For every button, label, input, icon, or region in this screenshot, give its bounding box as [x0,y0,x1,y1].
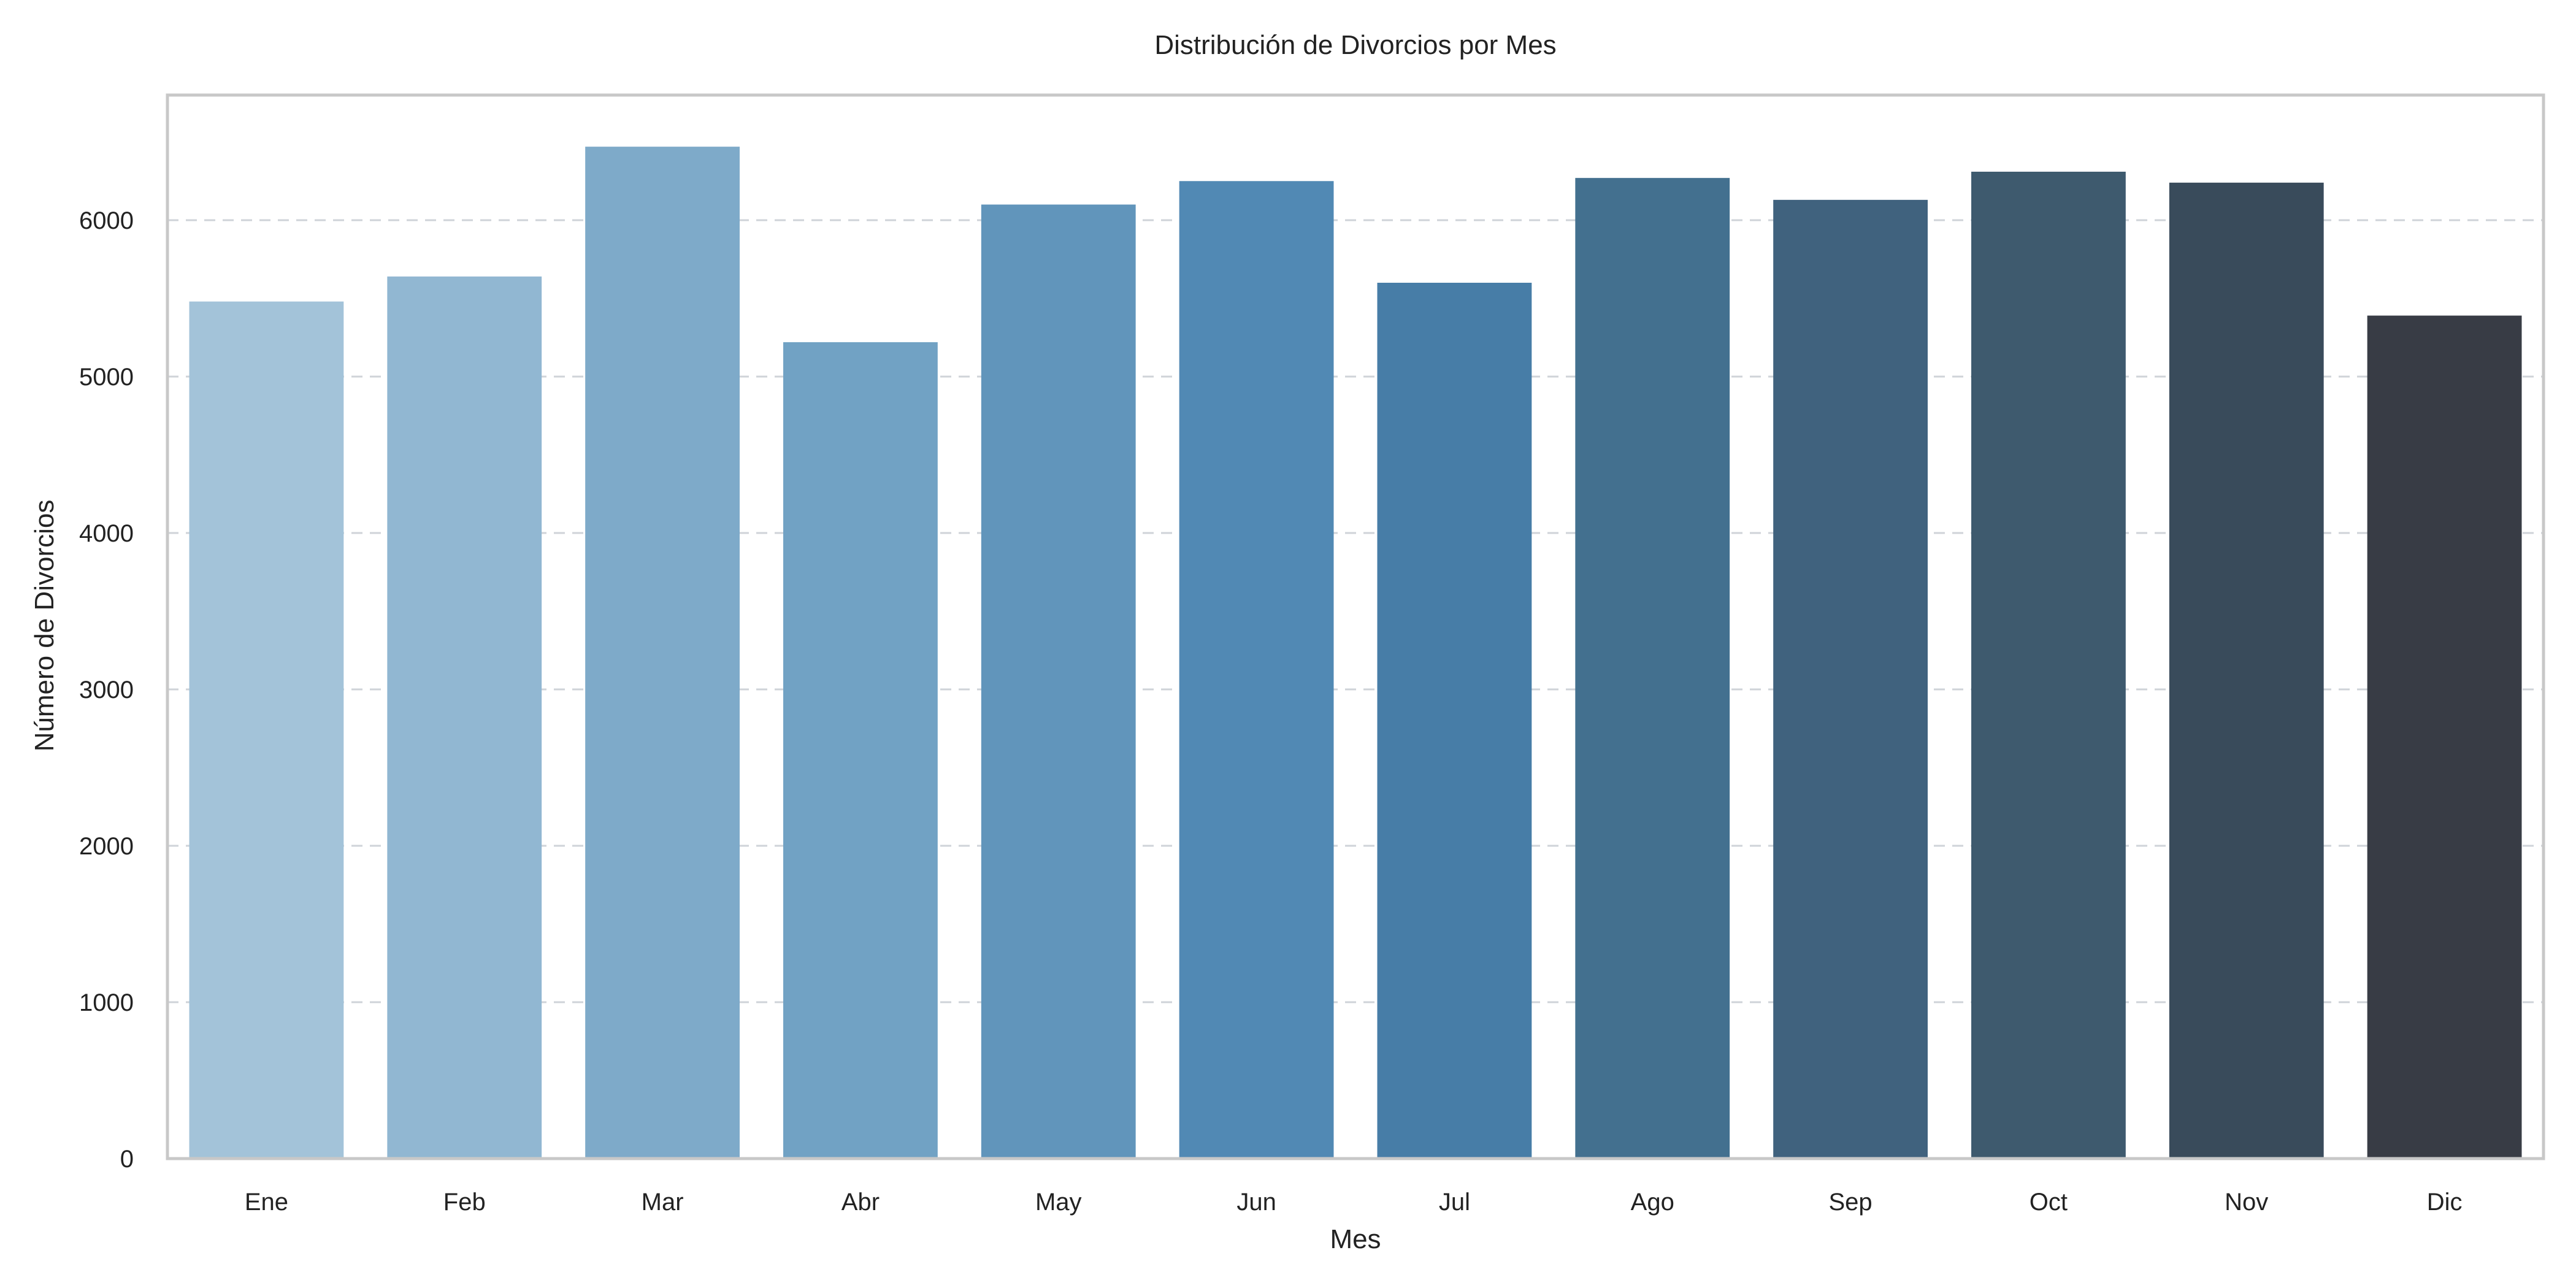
gridlines [167,219,2543,1003]
x-tick-label: Feb [443,1189,486,1216]
bar-jun [1179,181,1334,1159]
y-axis-label: Número de Divorcios [29,500,59,752]
y-axis-ticks: 0 1000 2000 3000 4000 5000 6000 [79,207,134,1173]
bar-sep [1773,199,1928,1159]
x-tick-label: Oct [2030,1189,2068,1216]
x-tick-label: Jul [1439,1189,1470,1216]
bar-nov [2169,182,2324,1159]
y-tick-label: 0 [120,1146,134,1173]
bars [189,147,2522,1159]
x-tick-label: Dic [2427,1189,2463,1216]
y-tick-label: 1000 [79,989,134,1016]
bar-jul [1377,283,1532,1159]
y-tick-label: 2000 [79,833,134,860]
x-tick-label: May [1035,1189,1082,1216]
bar-mar [585,147,740,1159]
x-tick-label: Mar [642,1189,684,1216]
x-axis-label: Mes [1330,1224,1381,1254]
x-tick-label: Sep [1828,1189,1872,1216]
x-tick-label: Ene [245,1189,288,1216]
bar-dic [2367,315,2522,1159]
y-tick-label: 4000 [79,520,134,547]
bar-feb [387,276,542,1159]
bar-may [981,204,1136,1159]
bar-ago [1575,178,1730,1159]
x-axis-ticks: Ene Feb Mar Abr May Jun Jul Ago Sep Oct Nov Dic [245,1189,2463,1216]
bar-oct [1971,171,2126,1159]
y-tick-label: 5000 [79,364,134,391]
x-tick-label: Jun [1236,1189,1276,1216]
x-tick-label: Nov [2225,1189,2268,1216]
x-tick-label: Ago [1631,1189,1674,1216]
y-tick-label: 3000 [79,677,134,703]
y-tick-label: 6000 [79,207,134,234]
bar-ene [189,301,344,1159]
plot-frame [166,93,2545,1160]
chart-title: Distribución de Divorcios por Mes [1154,30,1556,60]
bar-abr [783,342,938,1159]
x-tick-label: Abr [841,1189,880,1216]
